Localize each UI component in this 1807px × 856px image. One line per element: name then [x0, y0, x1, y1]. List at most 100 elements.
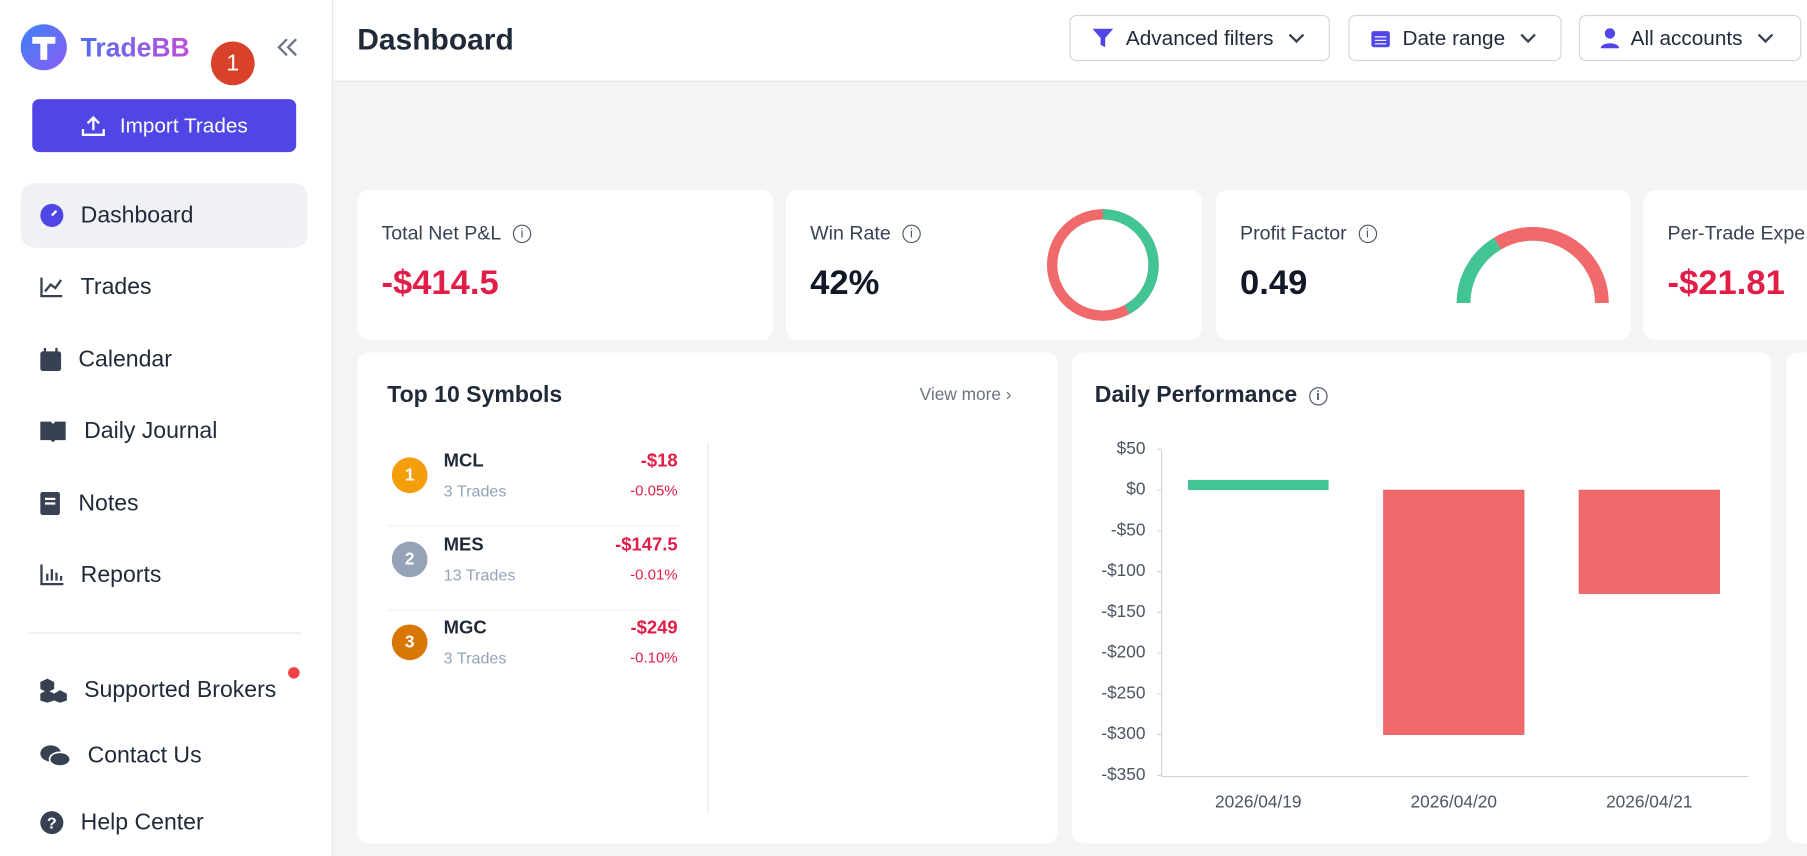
info-icon[interactable]: i	[1358, 224, 1377, 244]
kpi-value: 0.49	[1240, 263, 1308, 302]
header: Dashboard Advanced filters Date range Al…	[333, 0, 1807, 82]
nav-item[interactable]: Trades	[21, 255, 308, 320]
info-icon[interactable]: i	[1308, 386, 1328, 405]
nav-icon: ?	[40, 811, 64, 835]
chart-title: Daily Performance	[1094, 382, 1298, 408]
y-tick-label: -$150	[1101, 601, 1145, 621]
kpi-label: Profit Factor	[1240, 222, 1347, 245]
symbol-row: 2 MES 13 Trades -$147.5 -0.01%	[387, 527, 678, 611]
nav-label: Notes	[78, 490, 139, 516]
chevron	[1288, 33, 1305, 44]
symbols-card: Top 10 Symbols View more › 1 MCL 3 Trades -…	[357, 352, 1058, 844]
view-more-label: View more	[919, 384, 1001, 405]
upload-icon	[81, 115, 105, 136]
date-button[interactable]: Date range	[1348, 14, 1562, 62]
pnl: -$147.5	[615, 535, 678, 556]
nav-icon	[40, 745, 72, 768]
accounts-button[interactable]: All accounts	[1578, 14, 1802, 62]
import-label: Import Trades	[119, 113, 248, 137]
trades: 13 Trades	[443, 565, 516, 585]
y-tick-label: -$200	[1101, 642, 1145, 662]
nav-icon	[40, 203, 64, 227]
bar	[1578, 489, 1720, 594]
collapse-button[interactable]	[277, 37, 300, 58]
pnl: -$249	[630, 618, 678, 639]
calendar-icon	[1371, 31, 1390, 48]
kpi-label: Total Net P&L	[381, 222, 502, 245]
nav-item[interactable]: Daily Journal	[21, 399, 308, 464]
y-tick-label: $0	[1126, 479, 1145, 499]
brand: TradeBB	[80, 32, 190, 63]
info-icon[interactable]: i	[902, 224, 921, 244]
trades: 3 Trades	[443, 648, 507, 668]
notification-dot	[288, 667, 300, 679]
logo	[20, 24, 67, 71]
nav-item[interactable]: Dashboard	[20, 183, 308, 248]
symbol-row: 3 MGC 3 Trades -$249 -0.10%	[387, 609, 678, 692]
x-tick-label: 2026/04/21	[1606, 792, 1692, 812]
nav-label: Trades	[80, 273, 152, 299]
nav-item[interactable]: Contact Us	[21, 724, 308, 789]
nav-item[interactable]: Reports	[21, 543, 308, 608]
card	[1786, 352, 1807, 844]
symbol-row: 1 MCL 3 Trades -$18 -0.05%	[387, 442, 678, 527]
rank: 2	[391, 541, 428, 578]
view-more[interactable]: View more ›	[919, 384, 1012, 405]
badge: 1	[210, 41, 255, 86]
card-title: Top 10 Symbols	[387, 382, 563, 408]
pct: -0.05%	[630, 481, 678, 499]
nav-item[interactable]: Notes	[21, 471, 308, 536]
divider	[27, 632, 302, 634]
y-tick-label: -$100	[1101, 560, 1145, 580]
rank: 1	[391, 457, 428, 494]
sidebar: TradeBB 1 Import Trades Dashboard Trades…	[0, 0, 334, 856]
bar	[1187, 479, 1329, 491]
nav-label: Help Center	[80, 809, 204, 835]
page-title: Dashboard	[357, 21, 514, 57]
nav-icon	[40, 347, 62, 371]
nav-label: Dashboard	[80, 202, 194, 228]
nav-item[interactable]: ? Help Center	[21, 790, 308, 855]
nav-icon	[40, 421, 66, 443]
chevron	[1757, 33, 1774, 44]
info-icon[interactable]: i	[512, 224, 532, 244]
symbol: MCL	[443, 451, 484, 472]
nav-icon	[40, 491, 60, 515]
bar	[1383, 489, 1525, 735]
kpi-card: Total Net P&L i -$414.5	[357, 190, 774, 340]
kpi-value: 42%	[810, 263, 880, 302]
nav-label: Calendar	[78, 346, 172, 372]
filter-icon	[1092, 28, 1114, 48]
x-tick-label: 2026/04/19	[1215, 792, 1301, 812]
kpi-value: -$414.5	[381, 263, 499, 302]
y-tick-label: -$350	[1101, 764, 1145, 784]
divider	[707, 442, 709, 814]
nav-label: Supported Brokers	[84, 676, 277, 703]
filter-button[interactable]: Advanced filters	[1069, 14, 1330, 62]
nav-item[interactable]: Supported Brokers	[21, 658, 308, 723]
kpi-value: -$21.81	[1667, 263, 1785, 302]
filter-label: Advanced filters	[1125, 25, 1274, 49]
date-label: Date range	[1402, 25, 1506, 49]
gauge-win	[1456, 237, 1502, 304]
kpi-label: Per-Trade Expe	[1667, 222, 1806, 245]
nav-icon	[40, 277, 63, 298]
trades: 3 Trades	[443, 481, 507, 501]
symbol: MES	[443, 535, 484, 556]
pct: -0.10%	[630, 648, 678, 666]
nav-label: Contact Us	[87, 742, 202, 768]
kpi-card: Profit Factor i 0.49	[1215, 190, 1631, 340]
y-tick-label: $50	[1117, 438, 1146, 458]
y-tick-label: -$300	[1101, 723, 1145, 743]
y-tick-label: -$50	[1111, 519, 1146, 539]
kpi-card: Per-Trade Expe -$21.81	[1643, 190, 1807, 340]
kpi-card: Win Rate i 42%	[785, 190, 1202, 340]
nav-item[interactable]: Calendar	[21, 327, 308, 392]
pnl: -$18	[640, 451, 678, 472]
accounts-label: All accounts	[1630, 25, 1743, 49]
import-button[interactable]: Import Trades	[32, 99, 297, 153]
svg-text:?: ?	[47, 814, 57, 832]
y-tick-label: -$250	[1101, 682, 1145, 702]
